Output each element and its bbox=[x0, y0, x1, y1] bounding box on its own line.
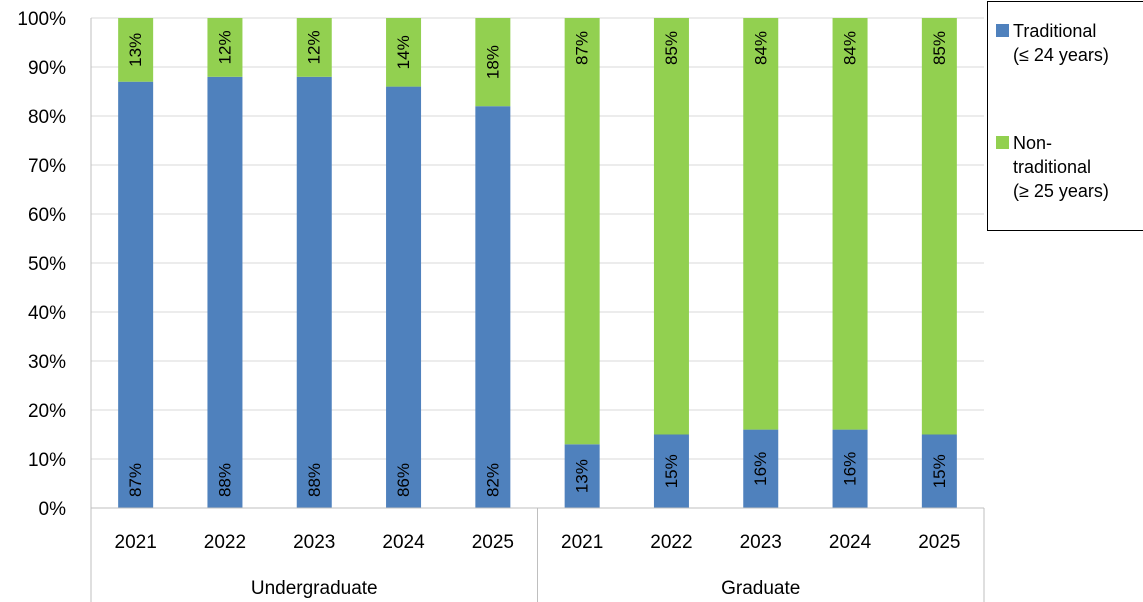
bar-segment-non-traditional bbox=[921, 18, 957, 435]
data-label: 16% bbox=[841, 452, 860, 486]
group-label: Undergraduate bbox=[251, 578, 378, 599]
y-tick-label: 50% bbox=[28, 254, 66, 275]
bar-segment-traditional bbox=[207, 76, 243, 509]
x-tick-label: 2024 bbox=[382, 532, 425, 553]
y-axis: 0% 10% 20% 30% 40% 50% 60% 70% 80% 90% 100% bbox=[17, 9, 92, 520]
x-tick-label: 2021 bbox=[115, 532, 157, 553]
data-label: 15% bbox=[930, 454, 949, 488]
bar-segment-traditional bbox=[921, 434, 957, 508]
legend-label: Traditional bbox=[1013, 21, 1096, 41]
data-label: 84% bbox=[841, 31, 860, 65]
bar-segment-traditional bbox=[743, 429, 779, 508]
bar-segment-traditional bbox=[832, 429, 868, 508]
bar-segment-traditional bbox=[386, 86, 422, 508]
y-tick-label: 0% bbox=[39, 499, 67, 520]
x-tick-label: 2023 bbox=[740, 532, 782, 553]
y-tick-label: 80% bbox=[28, 107, 66, 128]
legend: Traditional (≤ 24 years) Non-traditional (≥… bbox=[987, 1, 1143, 231]
legend-label: (≤ 24 years) bbox=[1013, 45, 1109, 65]
data-label: 87% bbox=[573, 31, 592, 65]
data-label: 18% bbox=[483, 45, 502, 79]
data-label: 12% bbox=[215, 30, 234, 64]
bar-segment-traditional bbox=[653, 434, 689, 508]
x-tick-label: 2022 bbox=[650, 532, 692, 553]
y-tick-label: 40% bbox=[28, 303, 66, 324]
legend-label: traditional bbox=[1013, 157, 1091, 177]
data-label: 85% bbox=[930, 31, 949, 65]
y-tick-label: 60% bbox=[28, 205, 66, 226]
group-label: Graduate bbox=[721, 578, 800, 599]
bar-segment-non-traditional bbox=[475, 18, 511, 107]
legend-label: (≥ 25 years) bbox=[1013, 181, 1109, 201]
bar-segment-non-traditional bbox=[386, 18, 422, 87]
legend-swatch bbox=[996, 136, 1009, 149]
bar-segment-non-traditional bbox=[207, 18, 243, 77]
x-axis: 2021 2022 2023 2024 2025 2021 2022 2023 2024 2025… bbox=[90, 507, 985, 602]
bar-segment-non-traditional bbox=[743, 18, 779, 430]
data-label: 15% bbox=[662, 454, 681, 488]
y-tick-label: 10% bbox=[28, 450, 66, 471]
y-tick-label: 100% bbox=[17, 9, 66, 30]
y-tick-label: 90% bbox=[28, 58, 66, 79]
bar-segment-non-traditional bbox=[832, 18, 868, 430]
y-tick-label: 70% bbox=[28, 156, 66, 177]
bar-segment-non-traditional bbox=[653, 18, 689, 435]
legend-swatch bbox=[996, 24, 1009, 37]
bar-segment-traditional bbox=[475, 106, 511, 508]
x-tick-label: 2022 bbox=[204, 532, 246, 553]
data-label: 14% bbox=[394, 35, 413, 69]
data-label: 86% bbox=[394, 463, 413, 497]
x-tick-label: 2025 bbox=[472, 532, 514, 553]
bar-segment-traditional bbox=[564, 444, 600, 508]
data-label: 16% bbox=[751, 452, 770, 486]
y-tick-label: 30% bbox=[28, 352, 66, 373]
x-tick-label: 2023 bbox=[293, 532, 335, 553]
x-tick-label: 2025 bbox=[918, 532, 960, 553]
bar-segment-traditional bbox=[118, 81, 154, 508]
data-label: 13% bbox=[573, 459, 592, 493]
bar-segment-non-traditional bbox=[564, 18, 600, 445]
data-label: 88% bbox=[305, 463, 324, 497]
x-tick-label: 2021 bbox=[561, 532, 603, 553]
data-label: 82% bbox=[483, 463, 502, 497]
data-label: 85% bbox=[662, 31, 681, 65]
data-label: 84% bbox=[751, 31, 770, 65]
bar-segment-non-traditional bbox=[118, 18, 154, 82]
data-label: 88% bbox=[215, 463, 234, 497]
legend-label: Non- bbox=[1013, 133, 1052, 153]
bars: 87% 13% 88% 12% 88% 12% 86% 14% 82% 18% 13% 87% 15% 8… bbox=[118, 18, 957, 509]
data-label: 12% bbox=[305, 30, 324, 64]
data-label: 13% bbox=[126, 33, 145, 67]
data-label: 87% bbox=[126, 463, 145, 497]
x-tick-label: 2024 bbox=[829, 532, 872, 553]
legend-box bbox=[987, 1, 1143, 231]
y-tick-label: 20% bbox=[28, 401, 66, 422]
bar-segment-non-traditional bbox=[296, 18, 332, 77]
bar-segment-traditional bbox=[296, 76, 332, 509]
